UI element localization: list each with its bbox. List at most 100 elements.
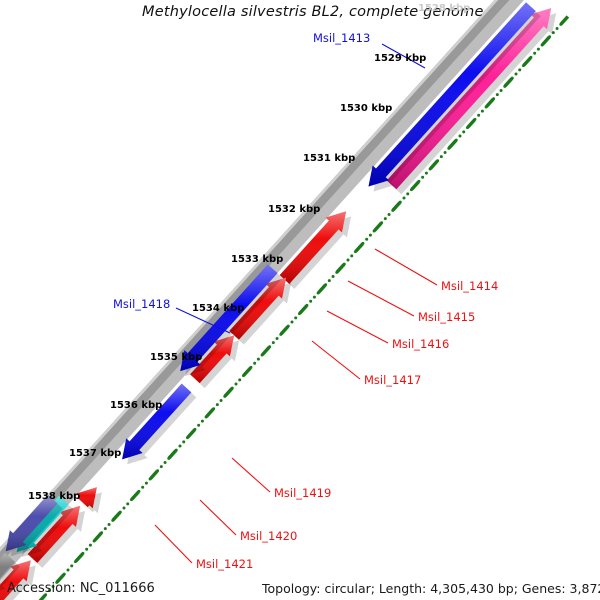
backbone-line[interactable] (0, 0, 520, 600)
gene-shadow (21, 500, 74, 558)
ruler-minor-tick (85, 547, 89, 551)
ruler-minor-tick (111, 518, 115, 522)
ruler-minor-tick (47, 589, 51, 593)
ruler-minor-tick (346, 258, 350, 262)
gene-label-msil_1420[interactable]: Msil_1420 (240, 529, 298, 543)
gene-blue-1417[interactable] (180, 264, 283, 377)
ruler-minor-tick (197, 423, 201, 427)
gene-shading (0, 552, 15, 585)
ruler-minor-tick (514, 72, 518, 76)
ruler-minor-tick (163, 460, 167, 464)
ruler-minor-tick (309, 299, 313, 303)
ruler-minor-tick (88, 543, 92, 547)
ruler-major-tick (149, 470, 159, 480)
ruler-minor-tick (424, 171, 428, 175)
ruler-minor-tick (316, 291, 320, 295)
gene-label-msil_1415[interactable]: Msil_1415 (418, 310, 476, 324)
ruler-minor-tick (350, 254, 354, 258)
ruler-minor-tick (439, 155, 443, 159)
gene-shading (190, 335, 235, 384)
gene-shading (229, 277, 287, 340)
ruler-minor-tick (55, 580, 59, 584)
ruler-major-tick (298, 304, 308, 315)
gene-label-msil_1419[interactable]: Msil_1419 (274, 486, 332, 500)
gene-purple-1420b[interactable] (5, 494, 63, 557)
gene-label-msil_1414[interactable]: Msil_1414 (441, 279, 499, 293)
ruler-minor-tick (241, 374, 245, 378)
ruler-minor-tick (383, 217, 387, 221)
ruler-minor-tick (148, 477, 152, 481)
ruler-minor-tick (540, 43, 544, 47)
leader-line-msil_1415 (347, 280, 415, 317)
ruler-major-tick (186, 428, 196, 439)
gene-shadow (185, 269, 283, 377)
ruler-label: 1537 kbp (69, 448, 122, 459)
ruler-major-tick (261, 346, 271, 356)
ruler-label: 1538 kbp (28, 491, 81, 502)
gene-red-1416[interactable] (190, 335, 240, 389)
gene-blue-1418[interactable] (122, 383, 197, 465)
ruler-minor-tick (551, 31, 555, 35)
gene-red-small-a[interactable] (76, 487, 102, 514)
gene-shadow (234, 282, 292, 345)
ruler-major-tick (279, 325, 290, 336)
page-title: Methylocella silvestris BL2, complete ge… (142, 4, 484, 20)
gene-red-1421[interactable] (0, 560, 36, 600)
ruler-minor-tick (518, 68, 522, 72)
ruler-minor-tick (536, 47, 540, 51)
ruler-label: 1532 kbp (268, 204, 321, 215)
ruler-minor-tick (365, 237, 369, 241)
gene-label-msil_1417[interactable]: Msil_1417 (364, 373, 422, 387)
ruler-minor-tick (182, 440, 186, 444)
ruler-major-tick (559, 15, 570, 26)
ruler-minor-tick (73, 560, 77, 564)
gene-shading (368, 2, 536, 187)
gene-shading (27, 505, 81, 563)
gene-label-msil_1418[interactable]: Msil_1418 (113, 297, 171, 311)
ruler-minor-tick (167, 456, 171, 460)
gene-label-msil_1413[interactable]: Msil_1413 (313, 31, 371, 45)
ruler-minor-tick (238, 378, 242, 382)
ruler-minor-tick (126, 502, 130, 506)
gene-magenta-1413-partner[interactable] (386, 8, 557, 195)
ruler-minor-tick (185, 436, 189, 440)
gene-gray-1421b[interactable] (0, 552, 20, 595)
ruler-major-tick (447, 139, 458, 150)
gene-label-msil_1416[interactable]: Msil_1416 (392, 337, 450, 351)
ruler-major-tick (205, 408, 215, 418)
ruler-minor-tick (51, 584, 55, 588)
gene-red-1414[interactable] (279, 211, 352, 289)
ruler-minor-tick (447, 146, 451, 150)
ruler-label: 1531 kbp (303, 153, 356, 164)
gene-shadow (373, 7, 541, 192)
ruler-major-tick (429, 160, 439, 170)
ruler-label: 1536 kbp (110, 400, 163, 411)
ruler-minor-tick (402, 196, 406, 200)
ruler-minor-tick (521, 64, 525, 68)
ruler-minor-tick (462, 130, 466, 134)
ruler-label: 1535 kbp (150, 352, 203, 363)
ruler-tick-track (38, 15, 570, 600)
ruler-minor-tick (391, 208, 395, 212)
gene-shading (122, 383, 192, 460)
ruler-minor-tick (103, 527, 107, 531)
ruler-major-tick (335, 263, 346, 274)
backbone-axis[interactable] (0, 0, 520, 600)
gene-blue-1413[interactable] (368, 2, 541, 192)
leader-line-msil_1419 (231, 457, 271, 493)
ruler-label: 1530 kbp (340, 103, 393, 114)
genome-stats-text: Topology: circular; Length: 4,305,430 bp… (262, 581, 600, 596)
gene-red-1419[interactable] (27, 505, 86, 568)
ruler-major-tick (354, 242, 364, 253)
gene-features-layer[interactable] (0, 2, 557, 600)
gene-cyan-1420[interactable] (16, 495, 74, 558)
gene-label-msil_1421[interactable]: Msil_1421 (196, 557, 254, 571)
ruler-minor-tick (122, 506, 126, 510)
ruler-minor-tick (484, 105, 488, 109)
gene-red-1415[interactable] (229, 277, 292, 345)
ruler-minor-tick (271, 341, 275, 345)
ruler-major-tick (55, 573, 66, 584)
gene-shading (0, 560, 31, 600)
